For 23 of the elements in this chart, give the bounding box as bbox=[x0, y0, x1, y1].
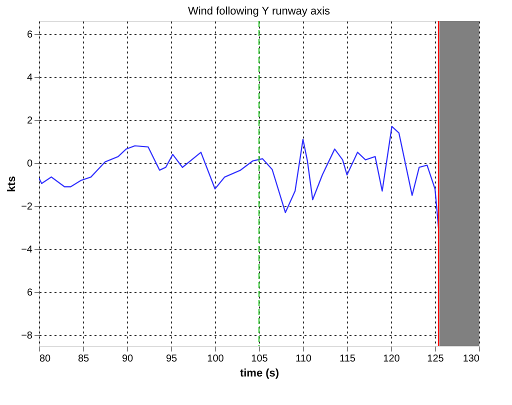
y-tick-label: 6 bbox=[26, 288, 33, 299]
y-tick-label: −8 bbox=[21, 330, 33, 342]
chart-title: Wind following Y runway axis bbox=[188, 5, 331, 18]
x-tick-label: 125 bbox=[427, 354, 444, 364]
y-tick-label: 2 bbox=[26, 116, 33, 127]
x-tick-label: 100 bbox=[207, 354, 224, 364]
x-tick-label: 95 bbox=[166, 354, 178, 364]
x-tick-label: 80 bbox=[40, 354, 52, 364]
line-series bbox=[39, 126, 440, 228]
x-tick-label: 85 bbox=[78, 354, 90, 364]
y-axis-title: kts bbox=[6, 176, 18, 192]
x-tick-label: 115 bbox=[340, 354, 356, 364]
y-tick-label: −2 bbox=[21, 202, 33, 213]
y-tick-label: 4 bbox=[26, 72, 33, 84]
x-tick-label: 120 bbox=[383, 354, 400, 364]
y-tick-label: 0 bbox=[26, 158, 33, 170]
y-tick-label: 6 bbox=[26, 29, 33, 40]
x-tick-label: 130 bbox=[462, 354, 480, 364]
x-tick-label: 110 bbox=[296, 354, 312, 364]
y-tick-label: −4 bbox=[21, 244, 33, 256]
x-axis-title: time (s) bbox=[240, 368, 280, 380]
x-tick-label: 105 bbox=[251, 354, 268, 364]
x-tick-label: 90 bbox=[122, 354, 134, 364]
